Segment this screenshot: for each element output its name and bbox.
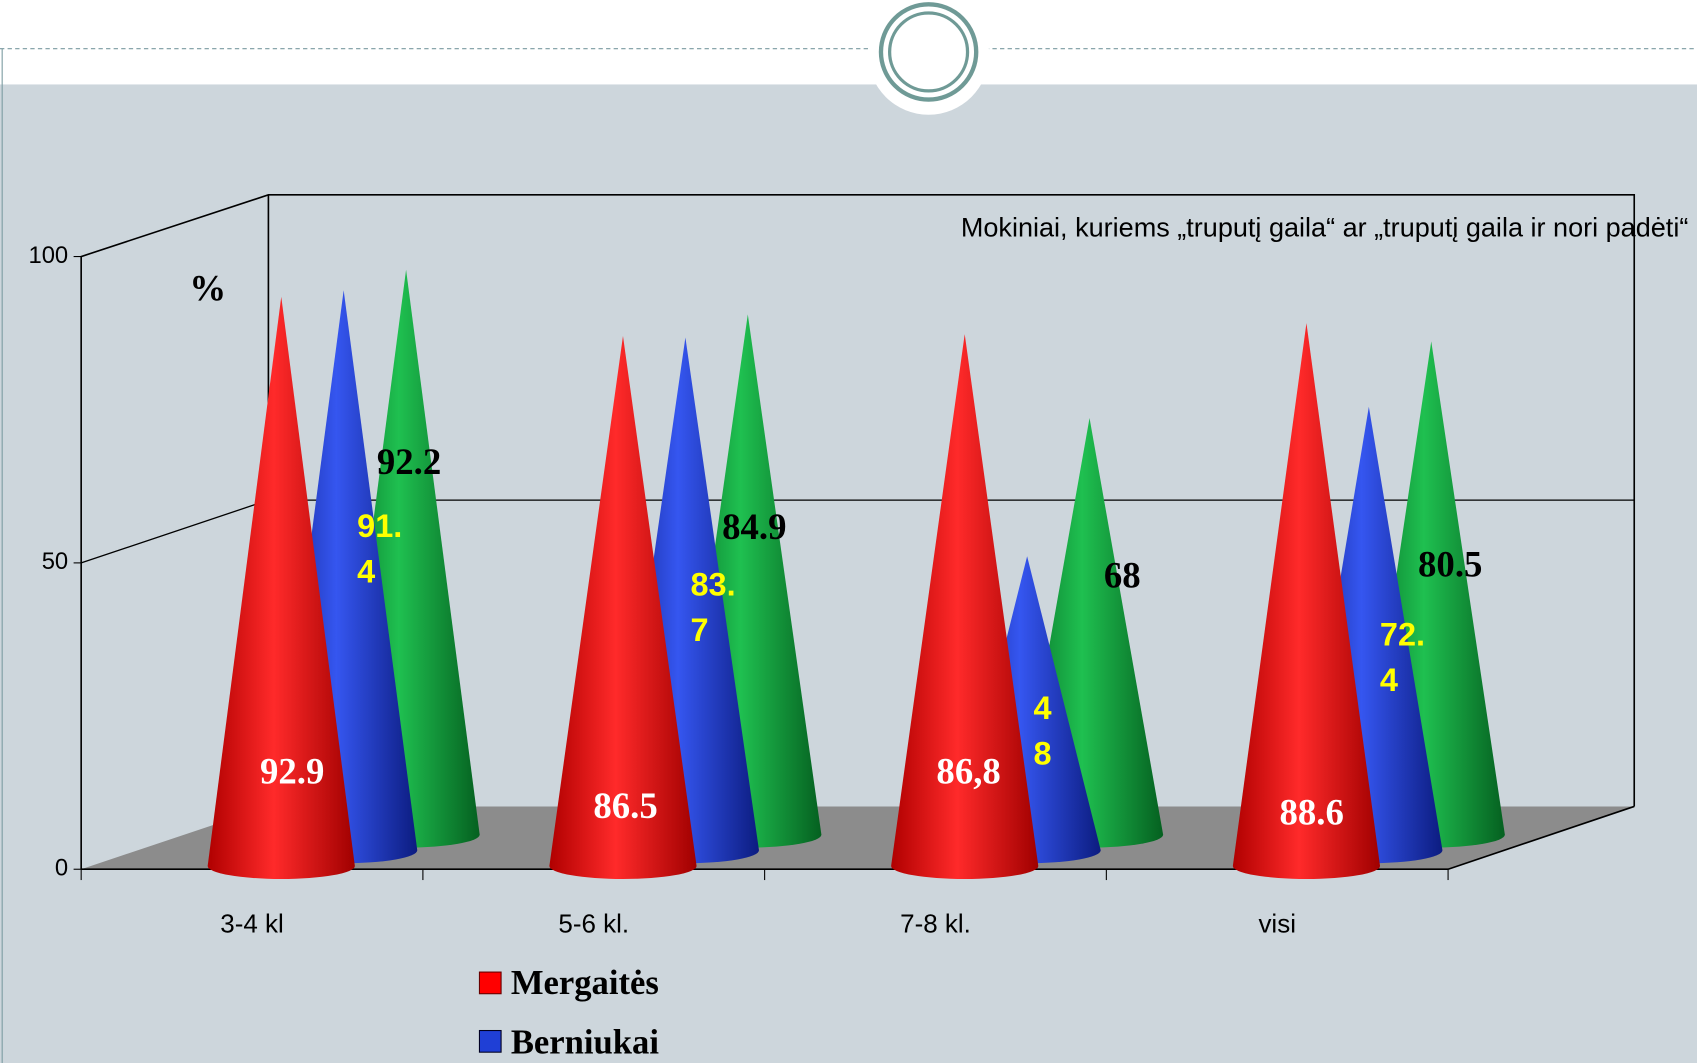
- data-label: 92.9: [260, 750, 324, 791]
- data-label: 91. 4: [357, 508, 402, 589]
- x-tick-label: 5-6 kl.: [558, 908, 629, 938]
- x-tick-label: visi: [1258, 908, 1296, 938]
- data-label: 86,8: [936, 750, 1000, 791]
- data-label: 83. 7: [690, 566, 735, 647]
- y-tick-label: 50: [42, 548, 68, 575]
- data-label: 92.2: [377, 441, 441, 482]
- legend-label: Mergaitės: [511, 964, 659, 1002]
- plot: 0 50 100 3-4 kl 5-6 kl. 7-8 kl. visi 92.9 86.5 86…: [28, 242, 1635, 938]
- y-tick-label: 100: [28, 242, 68, 269]
- cone: [1232, 323, 1381, 879]
- cone: [207, 296, 355, 879]
- data-label: 84.9: [722, 506, 786, 547]
- legend-label: Berniukai: [511, 1024, 660, 1062]
- header-ring-inner: [888, 11, 970, 93]
- data-label: 72. 4: [1380, 616, 1425, 697]
- grid-line: [80, 499, 269, 564]
- legend-swatch: [478, 1029, 502, 1053]
- y-axis-label: %: [189, 268, 226, 309]
- cone: [891, 334, 1039, 879]
- floor-edge: [1447, 805, 1635, 871]
- legend-swatch: [478, 971, 502, 995]
- chart-title: Mokiniai, kuriems „truputį gaila“ ar „tr…: [961, 213, 1688, 243]
- header-ring: [878, 2, 979, 102]
- x-tick-label: 7-8 kl.: [900, 908, 971, 938]
- header-band: [0, 0, 1697, 85]
- data-label: 88.6: [1280, 792, 1344, 833]
- data-label: 68: [1104, 555, 1141, 596]
- data-label: 80.5: [1418, 544, 1482, 585]
- cone: [549, 336, 697, 879]
- x-tick-label: 3-4 kl: [220, 908, 284, 938]
- data-label: 86.5: [593, 785, 657, 826]
- y-tick-label: 0: [55, 855, 68, 882]
